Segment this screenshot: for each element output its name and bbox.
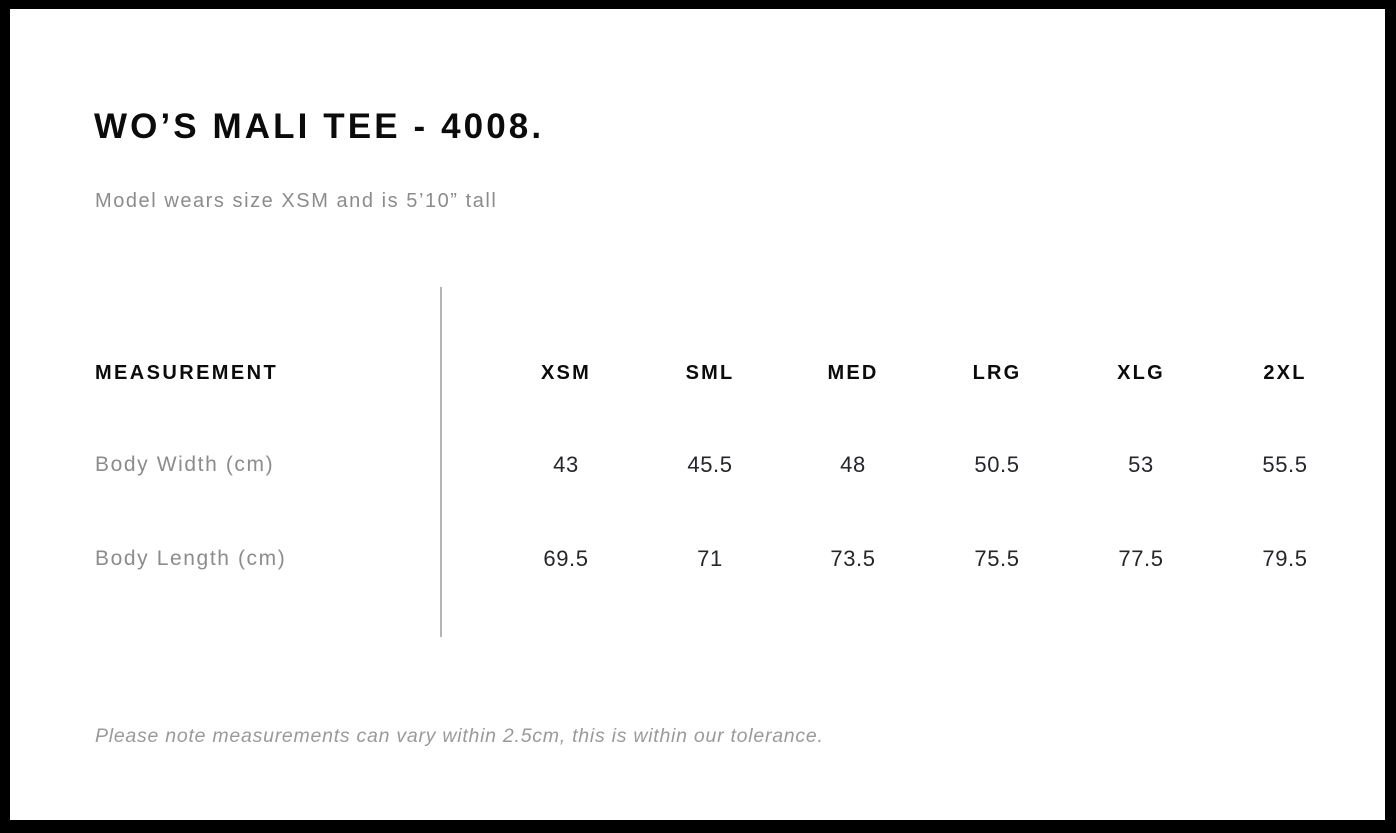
column-header-med: MED [827, 362, 879, 384]
table-header-row: MEASUREMENT XSM SML MED LRG XLG 2XL [10, 353, 1385, 393]
cell-body-width-med: 48 [840, 452, 866, 477]
column-header-xsm: XSM [541, 362, 591, 384]
column-header-2xl: 2XL [1263, 362, 1307, 384]
table-column-divider [440, 287, 442, 637]
cell-body-width-xlg: 53 [1128, 452, 1154, 477]
column-header-measurement: MEASUREMENT [95, 362, 279, 384]
tolerance-footnote: Please note measurements can vary within… [95, 725, 824, 747]
page-title: WO’S MALI TEE - 4008. [94, 107, 545, 146]
cell-body-width-sml: 45.5 [687, 452, 733, 477]
cell-body-width-xsm: 43 [553, 452, 579, 477]
model-fit-note: Model wears size XSM and is 5’10” tall [95, 190, 498, 212]
row-label-body-length: Body Length (cm) [95, 547, 287, 570]
column-header-sml: SML [685, 362, 735, 384]
cell-body-width-lrg: 50.5 [974, 452, 1020, 477]
cell-body-width-2xl: 55.5 [1262, 452, 1308, 477]
table-row: Body Length (cm) 69.5 71 73.5 75.5 77.5 … [10, 539, 1385, 579]
cell-body-length-xlg: 77.5 [1118, 546, 1164, 571]
cell-body-length-2xl: 79.5 [1262, 546, 1308, 571]
cell-body-length-med: 73.5 [830, 546, 876, 571]
cell-body-length-sml: 71 [697, 546, 723, 571]
cell-body-length-lrg: 75.5 [974, 546, 1020, 571]
cell-body-length-xsm: 69.5 [543, 546, 589, 571]
row-label-body-width: Body Width (cm) [95, 453, 275, 476]
column-header-lrg: LRG [972, 362, 1022, 384]
table-row: Body Width (cm) 43 45.5 48 50.5 53 55.5 [10, 445, 1385, 485]
size-chart-card: WO’S MALI TEE - 4008. Model wears size X… [10, 9, 1385, 820]
size-chart-table: MEASUREMENT XSM SML MED LRG XLG 2XL Body… [10, 9, 1385, 820]
column-header-xlg: XLG [1117, 362, 1165, 384]
